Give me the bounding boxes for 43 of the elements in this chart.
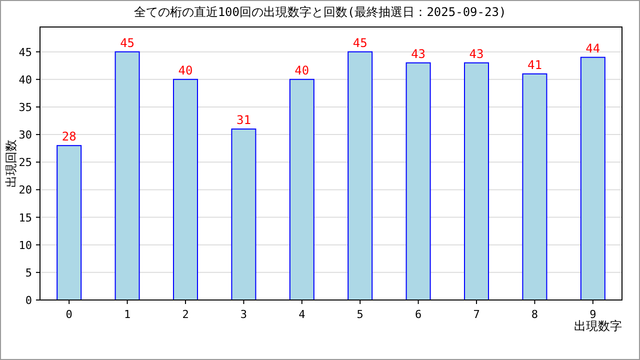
y-tick-label: 45 bbox=[18, 46, 32, 59]
bar bbox=[289, 78, 314, 300]
bar bbox=[56, 145, 82, 300]
x-tick-label: 3 bbox=[240, 308, 248, 321]
bar bbox=[173, 78, 198, 300]
x-tick-label: 5 bbox=[356, 308, 364, 321]
x-tick-label: 0 bbox=[66, 308, 72, 321]
bar bbox=[114, 51, 140, 300]
bar bbox=[348, 51, 373, 300]
bar bbox=[231, 128, 256, 300]
y-tick-label: 30 bbox=[18, 128, 32, 142]
bar bbox=[522, 73, 548, 300]
bar bbox=[580, 56, 606, 300]
y-tick-label: 35 bbox=[18, 100, 32, 114]
x-tick-label: 7 bbox=[473, 308, 480, 321]
x-tick-label: 9 bbox=[590, 308, 596, 321]
data-label: 40 bbox=[178, 63, 193, 78]
bar bbox=[464, 62, 489, 300]
x-tick-label: 2 bbox=[182, 308, 189, 321]
y-tick-label: 15 bbox=[18, 211, 32, 224]
y-tick-label: 10 bbox=[18, 238, 32, 252]
y-tick-label: 20 bbox=[18, 184, 32, 197]
data-label: 40 bbox=[294, 63, 310, 78]
data-label: 31 bbox=[236, 113, 251, 128]
data-label: 45 bbox=[352, 36, 368, 50]
x-tick-label: 1 bbox=[124, 308, 131, 321]
data-label: 44 bbox=[586, 41, 600, 56]
y-tick-label: 40 bbox=[18, 73, 32, 86]
x-tick-label: 4 bbox=[298, 308, 306, 321]
data-label: 28 bbox=[62, 130, 76, 144]
y-tick-label: 25 bbox=[18, 156, 32, 170]
data-label: 43 bbox=[469, 46, 484, 61]
x-tick-label: 8 bbox=[531, 308, 538, 321]
x-tick-label: 6 bbox=[414, 308, 422, 321]
y-tick-label: 5 bbox=[25, 266, 32, 280]
data-label: 43 bbox=[411, 46, 426, 61]
x-axis-title: 出現数字 bbox=[574, 319, 622, 333]
data-label: 41 bbox=[527, 58, 542, 72]
bar bbox=[406, 62, 431, 300]
y-tick-label: 0 bbox=[25, 294, 32, 307]
data-label: 45 bbox=[120, 36, 135, 50]
y-axis-title: 出現回数 bbox=[4, 140, 18, 188]
chart-title: 全ての桁の直近100回の出現数字と回数(最終抽選日：2025-09-23) bbox=[134, 5, 506, 19]
